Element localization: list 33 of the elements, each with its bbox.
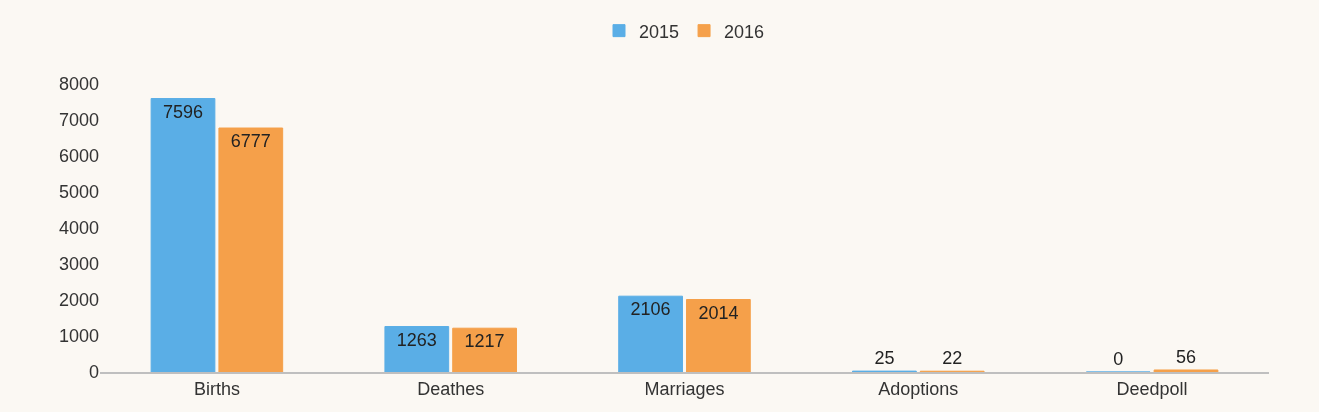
bar (1153, 369, 1219, 372)
data-label: 2014 (698, 302, 739, 323)
x-tick-label: Births (193, 379, 240, 400)
data-label: 1263 (396, 329, 437, 350)
bar (686, 299, 751, 372)
y-tick-label: 5000 (58, 182, 99, 203)
legend-label: 2016 (724, 21, 765, 42)
bar (218, 127, 284, 372)
data-label: 6777 (230, 131, 271, 152)
y-tick-label: 1000 (58, 326, 99, 347)
bar (452, 327, 517, 372)
bar (618, 295, 683, 372)
y-tick-label: 0 (88, 362, 99, 383)
bar (384, 326, 450, 372)
data-label: 25 (874, 348, 895, 369)
x-tick-label: Marriages (644, 379, 725, 400)
data-label: 22 (942, 348, 963, 369)
y-tick-label: 7000 (58, 110, 99, 131)
y-tick-label: 3000 (58, 254, 99, 275)
data-label: 2106 (630, 299, 671, 320)
y-tick-label: 6000 (58, 146, 99, 167)
data-label: 0 (1113, 349, 1124, 369)
data-label: 56 (1175, 346, 1197, 367)
x-tick-label: Deedpoll (1116, 379, 1188, 400)
y-tick-label: 4000 (58, 218, 99, 239)
y-tick-label: 8000 (58, 74, 99, 95)
x-tick-label: Adoptions (878, 379, 959, 400)
bar (150, 98, 216, 372)
y-tick-label: 2000 (58, 290, 99, 311)
legend-label: 2015 (639, 21, 680, 42)
data-label: 7596 (162, 101, 204, 122)
x-tick-label: Deathes (417, 379, 485, 400)
data-label: 1217 (464, 331, 505, 352)
